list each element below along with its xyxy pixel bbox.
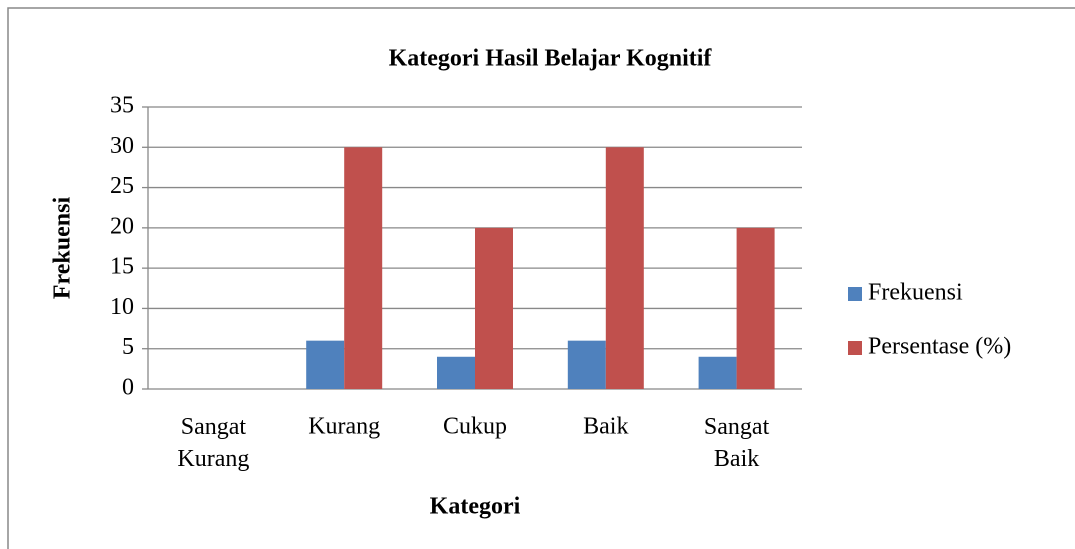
- bar: [698, 356, 737, 389]
- bar: [306, 340, 345, 389]
- legend-swatch: [848, 341, 862, 355]
- y-tick-label: 25: [110, 173, 134, 199]
- chart-title: Kategori Hasil Belajar Kognitif: [389, 46, 713, 72]
- x-tick-label: Sangat Kurang: [177, 414, 249, 472]
- y-tick-label: 0: [122, 375, 134, 401]
- bar: [344, 147, 383, 389]
- x-tick-label: Sangat Baik: [704, 414, 770, 472]
- legend-label: Persentase (%): [868, 334, 1011, 360]
- y-tick-label: 35: [110, 93, 134, 119]
- x-tick-label: Kurang: [308, 414, 380, 440]
- chart-border: [7, 7, 1075, 549]
- bar: [605, 147, 644, 389]
- bar: [475, 227, 513, 389]
- legend-label: Frekuensi: [868, 280, 963, 306]
- bar: [437, 356, 475, 389]
- bar: [736, 227, 775, 389]
- bar: [567, 340, 606, 389]
- y-tick-label: 20: [110, 213, 134, 239]
- x-tick-label: Baik: [583, 414, 628, 440]
- legend-swatch: [848, 287, 862, 301]
- x-axis-label: Kategori: [430, 494, 521, 520]
- y-tick-label: 30: [110, 133, 134, 159]
- y-tick-label: 5: [122, 334, 134, 360]
- x-tick-label: Cukup: [443, 414, 507, 440]
- y-tick-label: 10: [110, 294, 134, 320]
- y-tick-label: 15: [110, 254, 134, 280]
- y-axis-label: Frekuensi: [50, 197, 76, 300]
